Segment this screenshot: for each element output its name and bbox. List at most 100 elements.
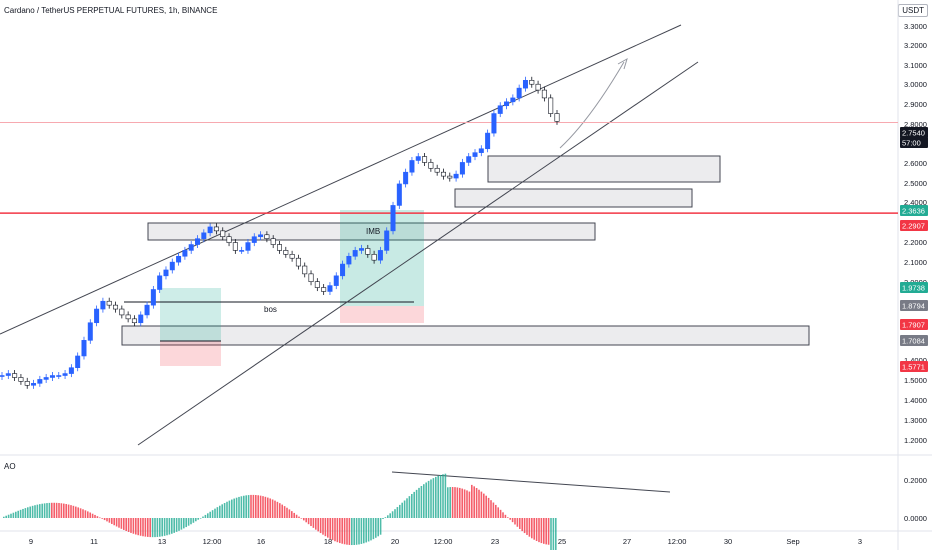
ao-bar: [274, 500, 276, 518]
ao-divergence-trendline[interactable]: [391, 471, 671, 493]
price-badge: [900, 220, 928, 231]
ao-bar: [307, 518, 310, 525]
ao-bar: [96, 516, 99, 518]
ao-bar: [295, 514, 298, 518]
ao-bar: [185, 518, 187, 528]
ao-bar: [425, 482, 427, 518]
long-position-target-1[interactable]: [160, 288, 221, 341]
channel-upper-trendline[interactable]: [0, 24, 682, 335]
ao-bar: [348, 518, 351, 545]
long-position-stop-1[interactable]: [160, 341, 221, 366]
ao-bar: [159, 518, 161, 537]
ao-bar: [447, 487, 449, 518]
currency-badge[interactable]: USDT: [898, 4, 928, 17]
ao-bar: [103, 518, 106, 521]
price-badge-label: 1.9738: [902, 284, 925, 293]
candle-body: [31, 383, 37, 386]
ao-bar: [293, 512, 295, 518]
ao-bar: [509, 518, 511, 520]
ao-bar: [132, 518, 135, 534]
candle-body: [201, 232, 207, 239]
price-tick-label: 3.1000: [904, 61, 927, 70]
ao-indicator-label[interactable]: AO: [4, 462, 16, 471]
zone-box-2-45[interactable]: [454, 188, 693, 208]
ao-bar: [401, 502, 403, 518]
ao-bar: [231, 499, 233, 518]
ao-bar: [341, 518, 343, 544]
zone-box-1-70[interactable]: [121, 325, 810, 346]
ao-bar: [29, 506, 31, 518]
projection-arrowhead: [617, 57, 628, 70]
ao-bar: [403, 500, 406, 518]
candle-body: [270, 238, 276, 245]
ao-bar: [91, 513, 94, 518]
ao-bar: [235, 497, 238, 518]
price-axis[interactable]: 3.3000 3.2000 3.1000 3.0000 2.9000 2.8000 2.60…: [904, 22, 927, 445]
ao-bar: [442, 474, 444, 518]
ao-bar: [535, 518, 538, 542]
candle-body: [548, 97, 554, 114]
ao-bar: [358, 518, 360, 545]
ao-bar: [46, 503, 48, 518]
ao-bar: [411, 494, 413, 518]
ao-bar: [144, 518, 147, 537]
ao-bar: [399, 504, 401, 518]
ao-bar: [156, 518, 159, 537]
ao-bar: [485, 495, 487, 518]
ao-bar: [190, 518, 192, 525]
ao-bar: [478, 489, 480, 518]
price-tick-label: 1.2000: [904, 436, 927, 445]
ao-bar: [449, 487, 451, 518]
zone-box-2-62[interactable]: [487, 155, 721, 183]
ao-bar: [171, 518, 173, 534]
ao-bar: [243, 495, 245, 518]
ao-bar: [466, 490, 468, 518]
candle-body: [49, 375, 55, 378]
ao-bar: [305, 518, 307, 523]
ao-bar: [516, 518, 519, 527]
ao-bar: [34, 505, 36, 518]
ao-bar: [175, 518, 178, 532]
ao-bar: [353, 518, 355, 546]
candle-body: [119, 308, 125, 316]
projection-arrow[interactable]: [559, 61, 625, 149]
price-tick-label: 1.4000: [904, 356, 927, 365]
candle-body: [522, 80, 528, 89]
ao-bar: [118, 518, 120, 528]
ao-bar: [389, 513, 391, 518]
candle-body: [188, 244, 194, 251]
candle-body: [453, 173, 459, 179]
ao-bar: [483, 493, 485, 518]
ao-bar: [199, 518, 202, 519]
ao-bar: [77, 507, 79, 518]
ao-tick-label: 0.2000: [904, 476, 927, 485]
candle-body: [422, 156, 428, 163]
price-badge: [900, 361, 928, 372]
candle-body: [131, 318, 137, 324]
candle-body: [295, 257, 301, 267]
long-position-stop-2[interactable]: [340, 306, 424, 323]
candle-body: [302, 265, 308, 275]
candle-body: [182, 250, 188, 257]
ao-bar: [437, 475, 439, 518]
ao-bar: [490, 500, 492, 518]
ao-bar: [207, 513, 209, 518]
ao-bar: [135, 518, 137, 535]
ao-bar: [303, 518, 305, 521]
channel-lower-trendline[interactable]: [137, 61, 699, 446]
candle-body: [163, 269, 169, 277]
candle-body: [251, 236, 257, 243]
ao-bar: [178, 518, 180, 531]
ao-bar: [471, 484, 473, 518]
ao-bar: [151, 518, 154, 538]
ao-bar: [363, 518, 365, 544]
candle-body: [43, 377, 49, 380]
price-tick-label: 2.6000: [904, 159, 927, 168]
time-axis[interactable]: 9 11 13 12:00 16 18 20 12:00 23 25 27 12:00 30 Sep 3: [29, 537, 862, 546]
candle-body: [113, 304, 119, 310]
candle-body: [157, 275, 163, 290]
ao-bar: [502, 512, 504, 518]
price-badge: [900, 319, 928, 330]
ao-bar: [115, 518, 118, 527]
